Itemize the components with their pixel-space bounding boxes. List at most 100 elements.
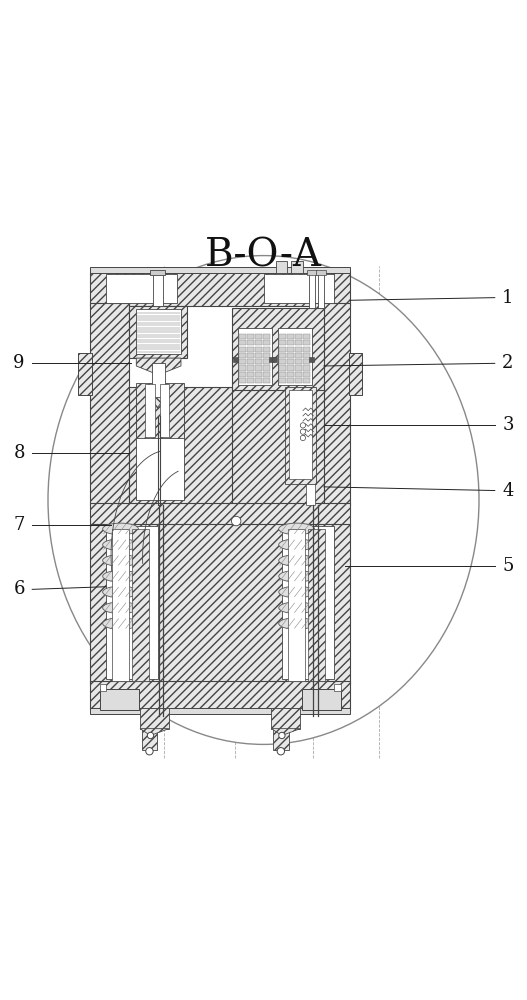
- Bar: [152, 363, 164, 398]
- Bar: [90, 708, 350, 714]
- Bar: [90, 267, 350, 273]
- Bar: [295, 353, 302, 358]
- Bar: [276, 261, 287, 273]
- Text: 2: 2: [502, 354, 514, 372]
- Bar: [100, 689, 139, 710]
- Bar: [302, 689, 341, 710]
- Polygon shape: [140, 729, 169, 735]
- Bar: [295, 340, 302, 345]
- Bar: [295, 378, 302, 383]
- Bar: [309, 357, 314, 362]
- Bar: [153, 273, 163, 306]
- Bar: [303, 372, 310, 377]
- Ellipse shape: [103, 523, 139, 535]
- Bar: [255, 347, 262, 352]
- Bar: [233, 357, 238, 362]
- Bar: [239, 372, 246, 377]
- Bar: [285, 387, 316, 484]
- Bar: [255, 378, 262, 383]
- Text: 9: 9: [13, 354, 25, 372]
- Bar: [279, 372, 286, 377]
- Bar: [151, 270, 165, 275]
- Bar: [255, 359, 262, 364]
- Bar: [287, 340, 294, 345]
- Bar: [295, 359, 302, 364]
- Bar: [247, 340, 254, 345]
- Bar: [263, 359, 270, 364]
- Bar: [239, 365, 246, 371]
- Bar: [255, 353, 262, 358]
- Bar: [309, 272, 315, 308]
- Bar: [295, 347, 302, 352]
- Bar: [239, 378, 246, 383]
- Bar: [160, 384, 169, 437]
- Bar: [263, 347, 270, 352]
- Bar: [239, 340, 246, 345]
- Bar: [303, 347, 310, 352]
- Bar: [263, 334, 270, 339]
- Bar: [303, 334, 310, 339]
- Bar: [311, 303, 350, 505]
- Bar: [79, 353, 92, 395]
- Bar: [130, 387, 314, 505]
- Ellipse shape: [103, 539, 139, 550]
- Bar: [318, 272, 324, 308]
- Ellipse shape: [48, 256, 479, 744]
- Bar: [263, 372, 270, 377]
- Bar: [287, 372, 294, 377]
- Bar: [287, 353, 294, 358]
- Polygon shape: [136, 358, 181, 375]
- Circle shape: [279, 732, 285, 739]
- Bar: [130, 306, 187, 358]
- Ellipse shape: [103, 555, 139, 566]
- Bar: [263, 365, 270, 371]
- Bar: [278, 328, 313, 385]
- Bar: [263, 340, 270, 345]
- Text: 1: 1: [502, 289, 514, 307]
- Circle shape: [231, 516, 241, 526]
- Ellipse shape: [279, 570, 315, 582]
- Bar: [140, 708, 169, 729]
- Bar: [247, 353, 254, 358]
- Bar: [136, 309, 181, 354]
- Bar: [303, 359, 310, 364]
- Bar: [287, 334, 294, 339]
- Ellipse shape: [279, 602, 315, 614]
- Bar: [271, 708, 300, 729]
- Bar: [238, 328, 272, 385]
- Ellipse shape: [103, 618, 139, 629]
- Bar: [239, 334, 246, 339]
- Bar: [90, 503, 350, 526]
- Circle shape: [277, 748, 285, 755]
- Bar: [132, 529, 149, 681]
- Bar: [272, 357, 277, 362]
- Ellipse shape: [279, 523, 315, 535]
- Bar: [255, 340, 262, 345]
- Ellipse shape: [279, 555, 315, 566]
- Bar: [239, 359, 246, 364]
- Bar: [287, 365, 294, 371]
- Bar: [269, 357, 274, 362]
- Bar: [106, 526, 159, 679]
- Bar: [247, 347, 254, 352]
- Bar: [306, 387, 315, 505]
- Text: 3: 3: [502, 416, 514, 434]
- Bar: [90, 271, 350, 306]
- Text: 8: 8: [13, 444, 25, 462]
- Bar: [90, 303, 130, 505]
- Bar: [232, 387, 324, 505]
- Bar: [282, 526, 335, 679]
- Bar: [279, 340, 286, 345]
- Bar: [334, 684, 341, 691]
- Bar: [255, 334, 262, 339]
- Bar: [136, 390, 183, 500]
- Bar: [308, 529, 325, 681]
- Bar: [279, 353, 286, 358]
- Bar: [279, 334, 286, 339]
- Bar: [291, 261, 303, 273]
- Bar: [90, 681, 350, 710]
- Bar: [247, 365, 254, 371]
- Bar: [112, 529, 129, 681]
- Bar: [263, 378, 270, 383]
- Bar: [307, 270, 317, 275]
